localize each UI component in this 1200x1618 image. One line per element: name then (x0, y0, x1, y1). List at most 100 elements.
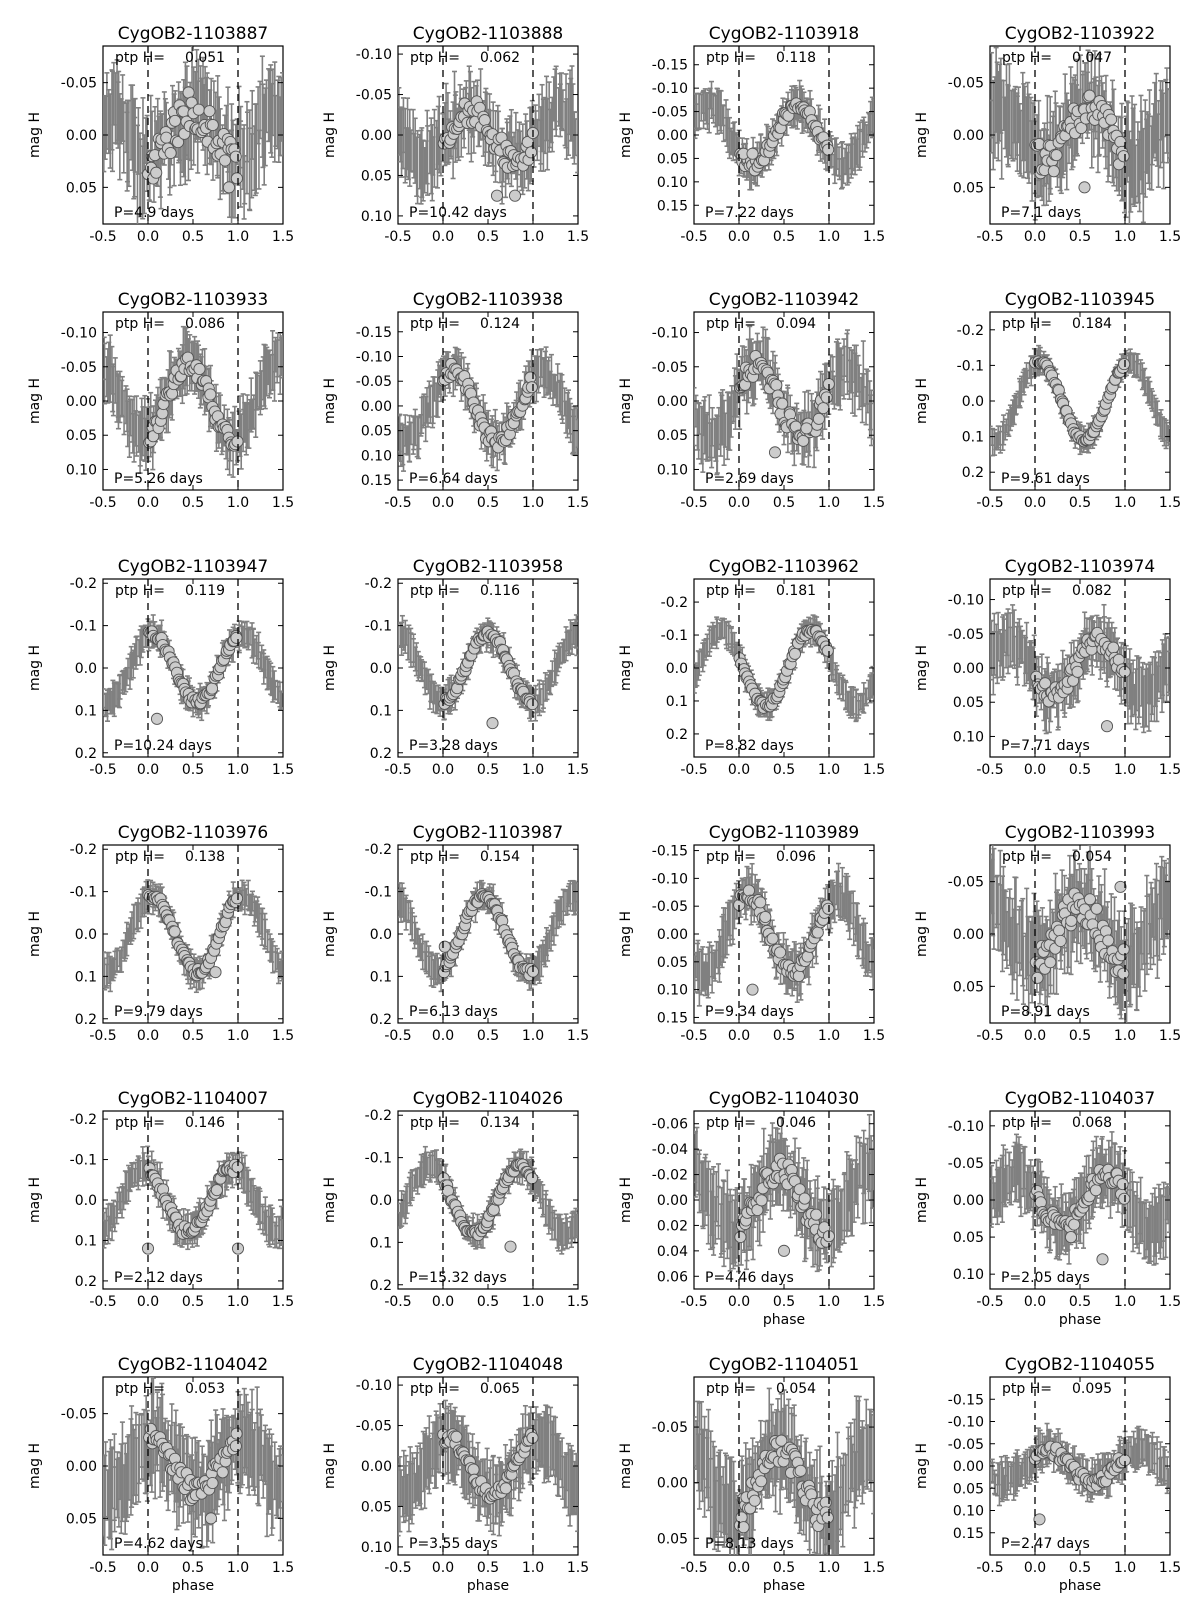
ptp-value: 0.094 (776, 316, 816, 332)
ptp-value: 0.051 (185, 50, 225, 66)
x-tick-label: 1.5 (272, 762, 294, 778)
y-tick-label: 0.05 (361, 424, 392, 440)
y-axis-label: mag H (27, 112, 43, 158)
y-axis-label: mag H (322, 378, 338, 424)
ptp-value: 0.086 (185, 316, 225, 332)
y-tick-label: 0.05 (361, 168, 392, 184)
phase-point (169, 114, 182, 127)
panel-title: CygOB2-1103933 (118, 290, 268, 310)
phase-point (150, 166, 163, 179)
y-tick-label: 0.05 (657, 151, 688, 167)
plot-area (989, 311, 1171, 491)
panel-title: CygOB2-1103945 (1005, 290, 1155, 310)
phase-point (1105, 113, 1118, 126)
outlier-point (490, 189, 504, 202)
outlier-point (508, 189, 522, 202)
phase-point (524, 146, 538, 159)
x-tick-label: 0.0 (137, 495, 159, 511)
outlier-point (222, 181, 236, 194)
outlier-point (768, 446, 782, 459)
panel-title: CygOB2-1103888 (413, 24, 563, 44)
phase-point (1117, 150, 1130, 163)
phase-point (177, 105, 190, 118)
y-tick-label: -0.10 (652, 81, 688, 97)
y-tick-label: 0.10 (361, 209, 392, 225)
data-layer (694, 79, 874, 191)
y-tick-label: -0.1 (957, 358, 984, 374)
x-tick-label: 0.0 (137, 762, 159, 778)
x-tick-label: 0.5 (477, 229, 499, 245)
ptp-label: ptp H= (410, 316, 460, 332)
y-tick-label: 0.00 (361, 399, 392, 415)
ptp-value: 0.062 (480, 50, 520, 66)
panel-CygOB2-1103922: -0.5 0.0 0.5 1.0 1.5 -0.05 0.00 0.05 CygOB2-1103… (914, 24, 1181, 245)
x-tick-label: -0.5 (89, 495, 116, 511)
ptp-label: ptp H= (706, 50, 756, 66)
y-tick-label: -0.1 (70, 619, 97, 635)
outlier-point (800, 422, 813, 435)
y-tick-label: -0.05 (61, 76, 97, 92)
y-tick-label: -0.05 (652, 360, 688, 376)
x-tick-label: 0.5 (477, 495, 499, 511)
x-tick-label: 1.5 (272, 229, 294, 245)
period-label: P=2.69 days (705, 471, 794, 487)
y-tick-label: 0.00 (657, 394, 688, 410)
data-layer (398, 614, 578, 730)
period-label: P=7.22 days (705, 205, 794, 221)
x-tick-label: 1.5 (567, 229, 589, 245)
period-label: P=7.1 days (1001, 205, 1081, 221)
x-tick-label: -0.5 (680, 229, 707, 245)
x-tick-label: 1.0 (1114, 229, 1136, 245)
phase-point (206, 118, 219, 132)
y-tick-label: -0.05 (652, 105, 688, 121)
y-axis-label: mag H (618, 112, 634, 158)
x-tick-label: 0.0 (137, 229, 159, 245)
x-tick-label: 0.5 (182, 495, 204, 511)
y-tick-label: 0.1 (75, 703, 97, 719)
x-tick-label: 1.5 (863, 229, 885, 245)
y-axis-label: mag H (914, 112, 930, 158)
phase-point (218, 154, 232, 167)
x-tick-label: 0.5 (182, 762, 204, 778)
period-label: P=10.24 days (114, 738, 212, 754)
y-tick-label: 0.00 (953, 128, 984, 144)
y-tick-label: -0.05 (61, 360, 97, 376)
y-axis-label: mag H (618, 378, 634, 424)
phase-point (1075, 121, 1088, 135)
x-tick-label: 0.5 (1069, 229, 1091, 245)
panel-title: CygOB2-1103947 (118, 557, 268, 577)
ptp-value: 0.184 (1072, 316, 1112, 332)
y-tick-label: 0.05 (953, 180, 984, 196)
phase-point (164, 146, 177, 160)
phase-point (525, 381, 538, 394)
phase-point (776, 397, 789, 410)
phase-point (478, 114, 491, 127)
y-tick-label: 0.05 (66, 428, 97, 444)
x-tick-label: 1.5 (1159, 495, 1181, 511)
y-tick-label: 0.00 (66, 128, 97, 144)
phase-point (192, 103, 205, 116)
ptp-value: 0.124 (480, 316, 520, 332)
y-tick-label: 0.1 (962, 430, 984, 446)
phase-point (817, 402, 830, 415)
y-tick-label: 0.0 (75, 661, 97, 677)
x-tick-label: -0.5 (976, 229, 1003, 245)
y-tick-label: 0.00 (657, 128, 688, 144)
x-tick-label: 0.0 (432, 495, 454, 511)
x-tick-label: -0.5 (384, 229, 411, 245)
x-tick-label: 0.0 (728, 495, 750, 511)
phase-point (1083, 89, 1096, 102)
y-tick-label: 0.00 (66, 394, 97, 410)
y-tick-label: 0.10 (66, 462, 97, 478)
phase-point (230, 172, 243, 185)
outlier-point (1078, 181, 1091, 194)
y-axis-label: mag H (27, 645, 43, 691)
phase-point (205, 682, 219, 695)
x-tick-label: 0.5 (182, 229, 204, 245)
panel-title: CygOB2-1103887 (118, 24, 268, 44)
phase-point (812, 412, 825, 425)
x-tick-label: 1.0 (522, 229, 544, 245)
x-tick-label: -0.5 (89, 762, 116, 778)
phase-point (820, 391, 833, 404)
outlier-point (150, 712, 164, 725)
